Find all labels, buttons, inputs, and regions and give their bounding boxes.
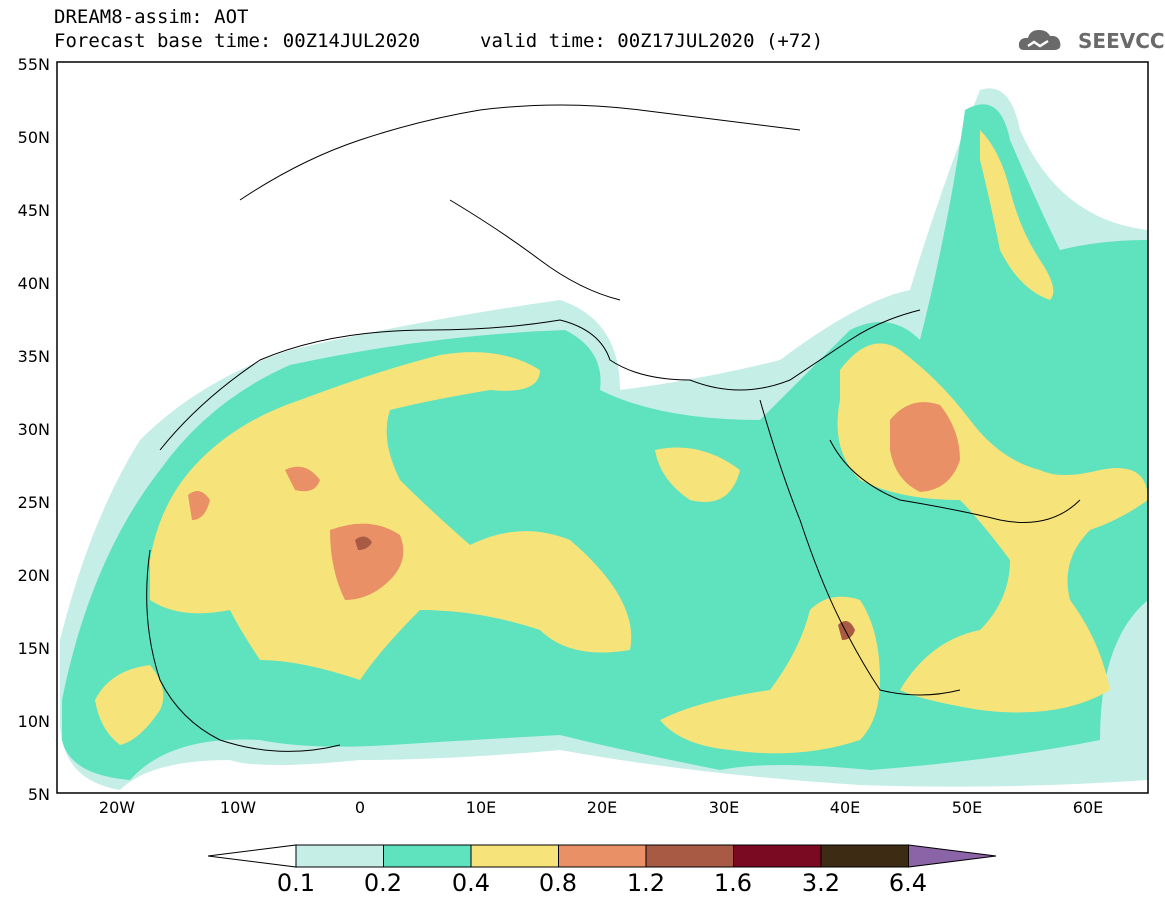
colorbar-label: 1.2 — [626, 869, 666, 897]
coastlines — [146, 104, 1081, 752]
lat-label: 35N — [17, 347, 50, 366]
lat-label: 55N — [17, 55, 50, 74]
valid-time: valid time: 00Z17JUL2020 (+72) — [480, 30, 824, 52]
lat-label: 25N — [17, 493, 50, 512]
colorbar-label: 0.4 — [451, 869, 491, 897]
lon-label: 20E — [586, 798, 618, 817]
colorbar-label: 6.4 — [888, 869, 928, 897]
lat-label: 30N — [17, 420, 50, 439]
colorbar-swatch — [733, 844, 822, 868]
lon-label: 50E — [951, 798, 983, 817]
colorbar-label: 3.2 — [801, 869, 841, 897]
map-title: DREAM8-assim: AOT — [54, 6, 249, 28]
lon-label: 60E — [1072, 798, 1104, 817]
lat-label: 10N — [17, 712, 50, 731]
colorbar-label: 0.1 — [276, 869, 316, 897]
colorbar-swatch — [207, 844, 297, 868]
lon-label: 0 — [354, 798, 366, 817]
lon-label: 20W — [98, 798, 136, 817]
lon-label: 10E — [465, 798, 497, 817]
forecast-base-time: Forecast base time: 00Z14JUL2020 — [54, 30, 421, 52]
lat-label: 40N — [17, 274, 50, 293]
lon-label: 30E — [708, 798, 740, 817]
lon-label: 10W — [219, 798, 257, 817]
cloud-icon — [1018, 30, 1061, 50]
aot-field — [57, 62, 1148, 793]
lat-label: 5N — [27, 785, 50, 804]
colorbar-swatch — [558, 844, 647, 868]
colorbar-swatch — [470, 844, 559, 868]
lon-label: 40E — [829, 798, 861, 817]
lat-label: 50N — [17, 128, 50, 147]
colorbar — [207, 844, 997, 868]
logo-text: SEEVCCC — [1078, 29, 1165, 53]
colorbar-label: 0.2 — [363, 869, 403, 897]
lat-label: 45N — [17, 201, 50, 220]
colorbar-swatch — [908, 844, 997, 868]
map-frame — [56, 61, 1149, 794]
colorbar-swatch — [645, 844, 734, 868]
colorbar-label: 0.8 — [538, 869, 578, 897]
colorbar-swatch — [820, 844, 909, 868]
lat-label: 20N — [17, 566, 50, 585]
colorbar-label: 1.6 — [713, 869, 753, 897]
lat-label: 15N — [17, 639, 50, 658]
colorbar-swatch — [383, 844, 472, 868]
colorbar-swatch — [295, 844, 384, 868]
